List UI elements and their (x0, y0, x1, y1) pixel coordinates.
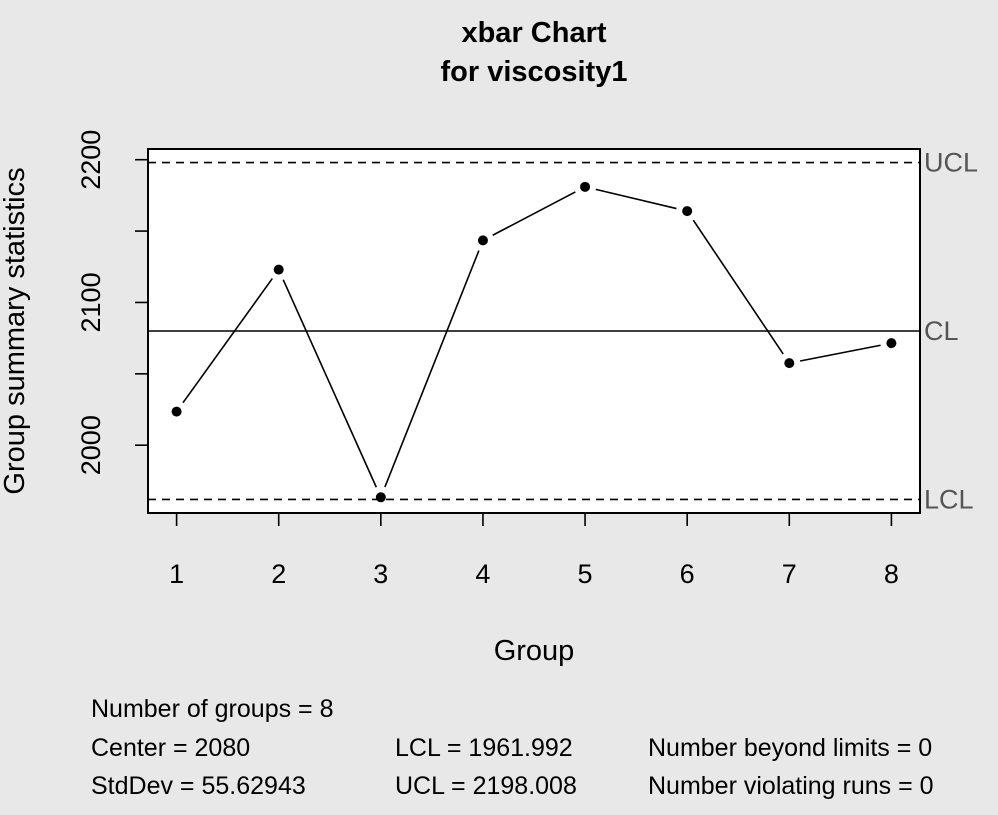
y-axis-label: Group summary statistics (0, 167, 31, 494)
limit-label-cl: CL (924, 316, 959, 346)
data-point (682, 206, 693, 217)
x-tick-label: 6 (680, 559, 695, 589)
series-segment (692, 219, 784, 355)
control-limits: UCL CL LCL (148, 148, 978, 514)
stat-beyond-limits: Number beyond limits = 0 (648, 734, 932, 762)
x-tick-label: 2 (271, 559, 286, 589)
x-axis-label: Group (494, 635, 575, 667)
chart-title: xbar Chart (461, 17, 606, 49)
x-tick-label: 5 (578, 559, 593, 589)
x-tick-label: 8 (884, 559, 899, 589)
y-tick-label: 2000 (76, 415, 106, 475)
x-tick-label: 3 (373, 559, 388, 589)
series-segment (492, 191, 576, 236)
series-segment (182, 278, 273, 404)
x-tick-label: 4 (475, 559, 490, 589)
x-axis: 1 2 3 4 5 6 7 8 (169, 512, 899, 589)
x-tick-label: 7 (782, 559, 797, 589)
data-point (171, 406, 182, 417)
series-segment (384, 250, 480, 488)
data-point (886, 338, 897, 349)
series-segment (799, 344, 881, 362)
stat-center: Center = 2080 (91, 734, 250, 762)
series-segment (595, 188, 677, 210)
data-point (580, 181, 591, 192)
data-point (784, 358, 795, 369)
stat-violating-runs: Number violating runs = 0 (648, 772, 934, 800)
stat-groups: Number of groups = 8 (91, 695, 334, 723)
stat-ucl: UCL = 2198.008 (395, 772, 577, 800)
x-tick-label: 1 (169, 559, 184, 589)
chart-subtitle: for viscosity1 (441, 56, 628, 88)
stat-stddev: StdDev = 55.62943 (91, 772, 306, 800)
limit-label-ucl: UCL (924, 148, 978, 178)
data-point (477, 235, 488, 246)
data-series (171, 181, 897, 503)
stats-panel: Number of groups = 8 Center = 2080 StdDe… (91, 695, 934, 800)
stat-lcl: LCL = 1961.992 (395, 734, 573, 762)
y-tick-label: 2100 (76, 272, 106, 332)
limit-label-lcl: LCL (924, 484, 974, 514)
series-segment (282, 279, 378, 488)
y-axis: 2000 2100 2200 (76, 130, 148, 475)
y-tick-label: 2200 (76, 130, 106, 190)
data-point (375, 492, 386, 503)
data-point (273, 264, 284, 275)
